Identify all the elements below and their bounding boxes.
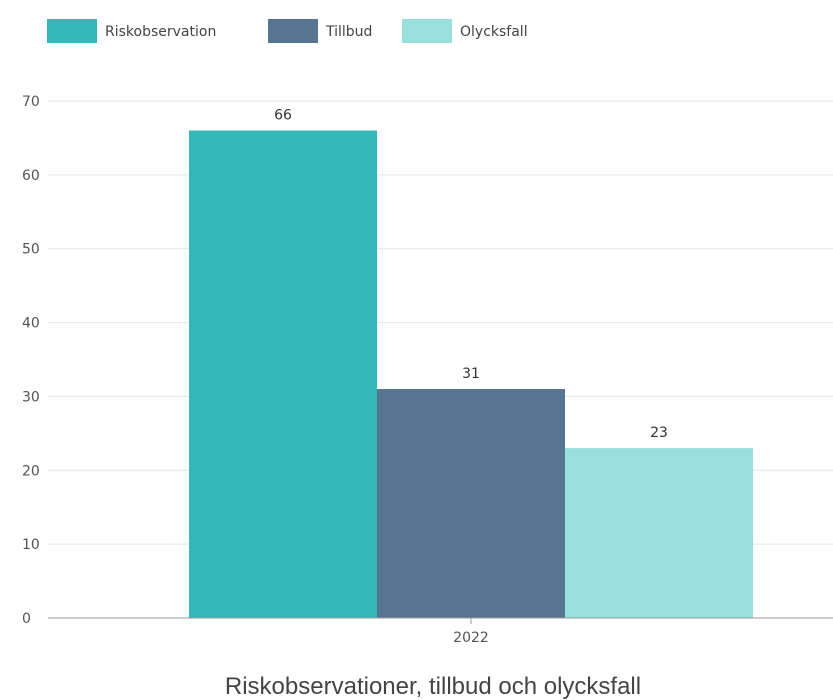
y-tick-label: 70 — [22, 94, 40, 110]
value-label: 31 — [462, 366, 480, 382]
value-labels: 66 31 23 — [274, 108, 668, 442]
y-tick-label: 30 — [22, 389, 40, 405]
legend-swatch — [268, 19, 318, 43]
legend-swatch — [402, 19, 452, 43]
bar-tillbud — [377, 389, 565, 618]
legend: Riskobservation Tillbud Olycksfall — [47, 19, 528, 43]
legend-item-riskobservation: Riskobservation — [47, 19, 216, 43]
y-tick-label: 50 — [22, 242, 40, 258]
y-tick-label: 10 — [22, 537, 40, 553]
y-tick-label: 40 — [22, 316, 40, 332]
value-label: 66 — [274, 108, 292, 124]
x-tick-label: 2022 — [453, 630, 489, 646]
legend-label: Olycksfall — [460, 24, 528, 40]
y-tick-label: 60 — [22, 168, 40, 184]
legend-swatch — [47, 19, 97, 43]
value-label: 23 — [650, 425, 668, 441]
legend-item-tillbud: Tillbud — [268, 19, 372, 43]
bar-olycksfall — [565, 448, 753, 618]
y-tick-label: 20 — [22, 463, 40, 479]
bar-riskobservation — [189, 130, 377, 619]
x-axis-ticks: 2022 — [453, 618, 489, 646]
legend-label: Tillbud — [325, 24, 372, 40]
legend-label: Riskobservation — [105, 24, 216, 40]
bars — [189, 130, 753, 619]
legend-item-olycksfall: Olycksfall — [402, 19, 528, 43]
chart-title: Riskobservationer, tillbud och olycksfal… — [225, 673, 641, 700]
y-tick-label: 0 — [22, 611, 31, 627]
y-axis-ticks: 0 10 20 30 40 50 60 70 — [22, 94, 40, 627]
